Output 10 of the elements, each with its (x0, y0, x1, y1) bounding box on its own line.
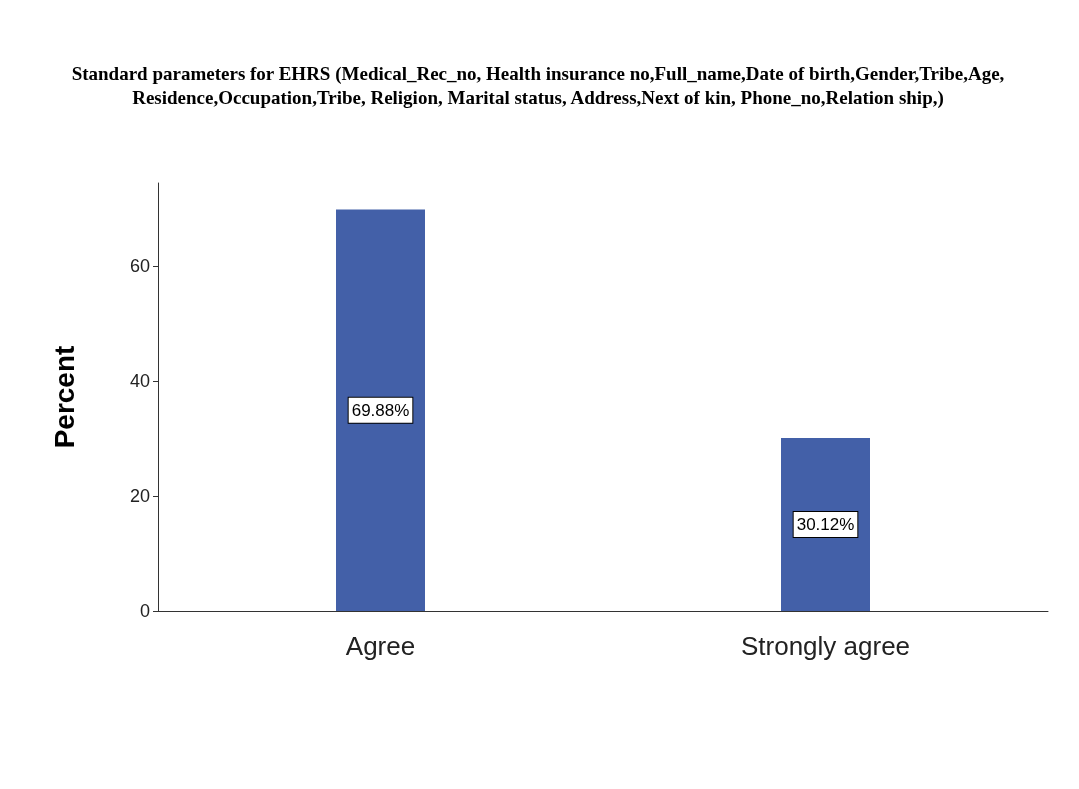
y-tick-label: 60 (129, 256, 150, 277)
x-tick-label: Strongly agree (740, 631, 911, 661)
data-label: 30.12% (796, 514, 855, 534)
y-axis-title: Percent (48, 345, 80, 449)
data-label: 69.88% (351, 400, 410, 420)
y-tick-label: 40 (129, 371, 150, 392)
x-tick-label: Agree (345, 631, 416, 661)
y-tick-label: 20 (129, 486, 150, 507)
chart-title: Standard parameters for EHRS (Medical_Rec_no, Health insurance no,Full_name,Date of birth,Gender,Tribe,Age,Residence,Occupation,Tribe, Religion, Marital status, Address,Next of kin, Phone_no,Relation ship,) (71, 62, 1005, 109)
y-tick-label: 0 (139, 601, 150, 621)
